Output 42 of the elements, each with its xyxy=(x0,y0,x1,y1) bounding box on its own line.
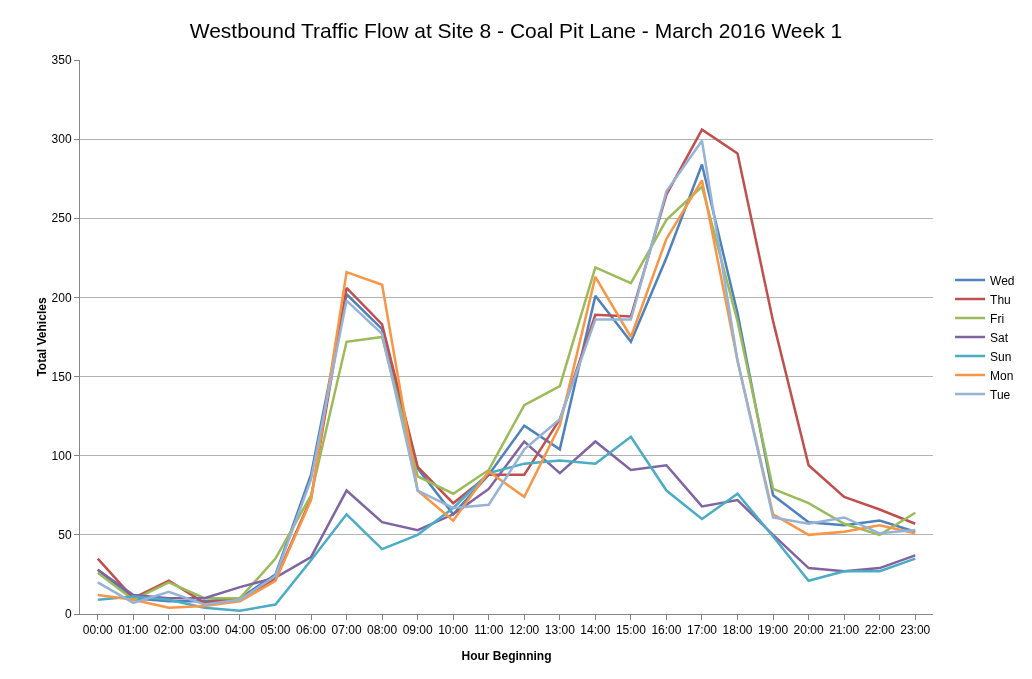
y-tick-label: 200 xyxy=(51,290,72,305)
x-tick-label: 15:00 xyxy=(615,623,647,638)
x-tick-label: 10:00 xyxy=(438,623,469,638)
x-tick-label: 00:00 xyxy=(82,623,114,638)
y-tick-label: 350 xyxy=(51,53,72,68)
x-tick-label: 06:00 xyxy=(296,623,327,638)
x-tick-label: 07:00 xyxy=(331,623,362,638)
x-tick-label: 19:00 xyxy=(758,623,789,638)
y-tick-label: 300 xyxy=(51,132,72,147)
y-tick-label: 150 xyxy=(51,369,72,384)
legend-label: Thu xyxy=(990,292,1011,307)
x-tick-label: 02:00 xyxy=(153,623,185,638)
x-tick-label: 18:00 xyxy=(722,623,753,638)
legend-label: Sat xyxy=(990,330,1009,345)
x-tick-label: 08:00 xyxy=(367,623,398,638)
legend-label: Sun xyxy=(990,349,1012,364)
x-tick-label: 16:00 xyxy=(651,623,682,638)
y-tick-label: 100 xyxy=(51,448,72,463)
x-tick-label: 12:00 xyxy=(509,623,540,638)
legend-label: Wed xyxy=(990,273,1015,288)
y-tick-label: 250 xyxy=(51,211,72,226)
x-axis-title: Hour Beginning xyxy=(461,649,552,663)
y-tick-label: 0 xyxy=(64,607,72,622)
x-tick-label: 23:00 xyxy=(900,623,931,638)
x-tick-label: 03:00 xyxy=(189,623,220,638)
x-tick-label: 01:00 xyxy=(118,623,149,638)
x-tick-label: 20:00 xyxy=(793,623,824,638)
x-tick-label: 17:00 xyxy=(686,623,718,638)
x-tick-label: 14:00 xyxy=(580,623,611,638)
x-tick-label: 22:00 xyxy=(864,623,896,638)
y-axis-title: Total Vehicles xyxy=(35,297,49,377)
x-tick-label: 09:00 xyxy=(402,623,433,638)
legend-label: Fri xyxy=(990,311,1005,326)
chart-title: Westbound Traffic Flow at Site 8 - Coal Pit Lane - March 2016 Week 1 xyxy=(189,19,843,43)
x-tick-label: 11:00 xyxy=(474,623,504,638)
x-tick-label: 21:00 xyxy=(829,623,860,638)
x-tick-label: 04:00 xyxy=(224,623,256,638)
x-tick-label: 05:00 xyxy=(260,623,291,638)
x-tick-label: 13:00 xyxy=(544,623,576,638)
legend-label: Mon xyxy=(990,368,1014,383)
legend-label: Tue xyxy=(990,387,1011,402)
y-tick-label: 50 xyxy=(58,528,72,543)
